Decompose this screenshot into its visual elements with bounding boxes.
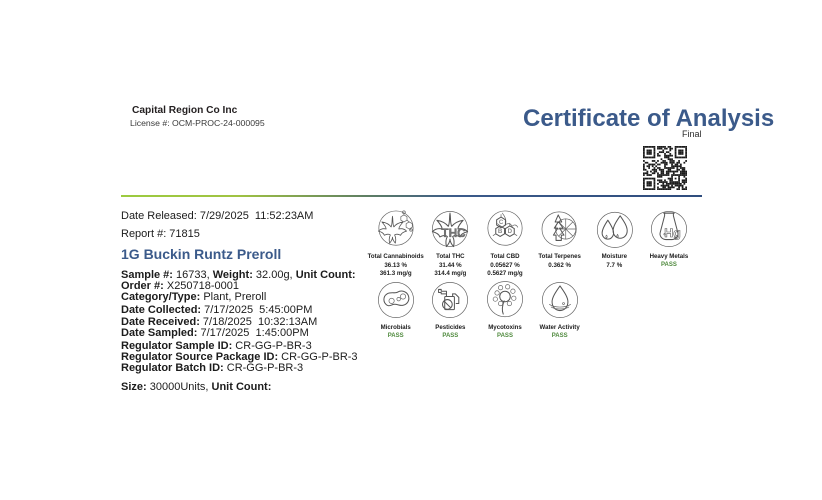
- svg-text:Hg: Hg: [664, 226, 680, 240]
- svg-text:D: D: [508, 228, 513, 235]
- svg-text:C: C: [499, 219, 504, 226]
- svg-text:B: B: [498, 228, 503, 235]
- svg-text:THC: THC: [442, 226, 467, 240]
